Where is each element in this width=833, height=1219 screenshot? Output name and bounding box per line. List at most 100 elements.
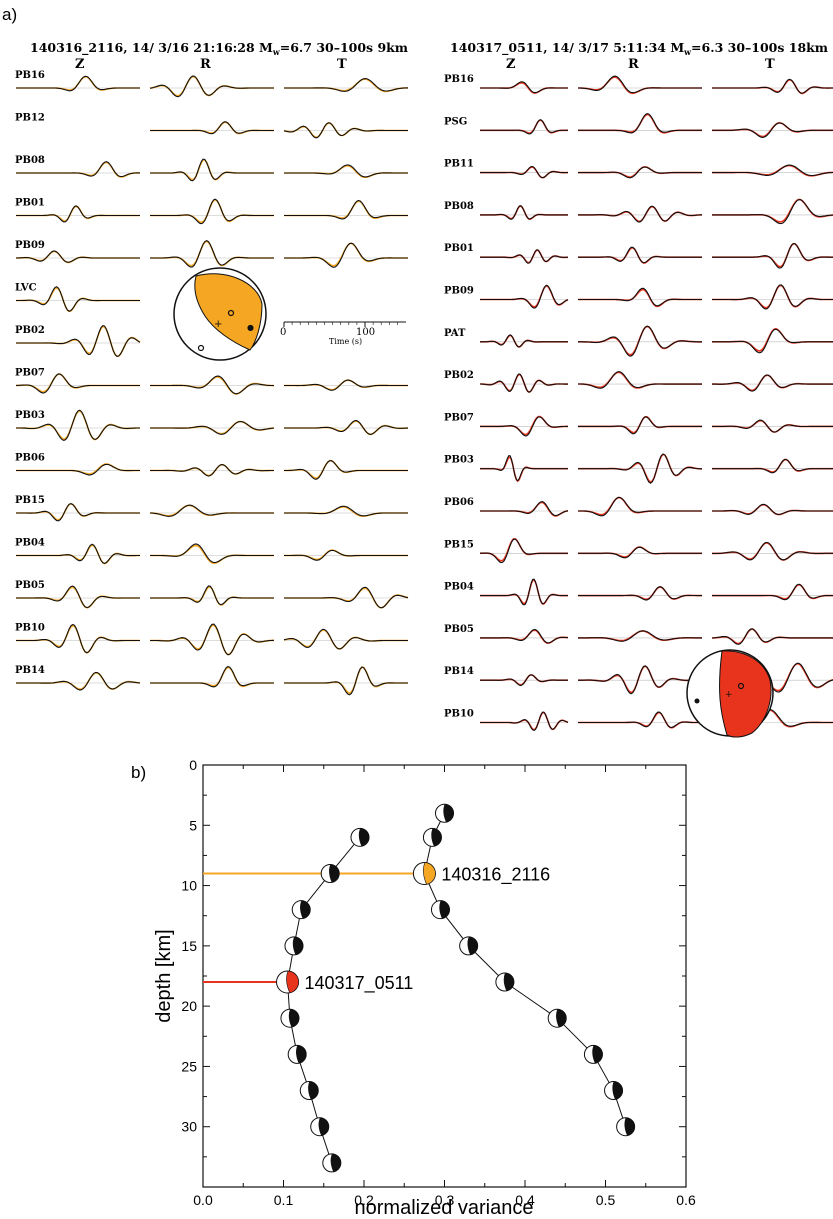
left-component-z: Z [75,57,85,72]
left-pb09-t-observed [284,242,408,268]
series-0-point-4 [276,970,300,994]
left-pb15-z-observed [16,502,140,522]
left-focal-mechanism: + ● [173,267,267,361]
right-pb09-r-synthetic [578,288,702,308]
right-pb15-r-synthetic [578,546,702,558]
right-pb15-z-synthetic [479,537,568,562]
left-pb15-r-observed [149,504,274,517]
right-waveform-grid: PB16 PSG PB11 PB08 PB01 PB09 PAT PB02 PB07 PB03 PB… [444,74,833,732]
x-tick-label: 0.4 [515,1192,535,1208]
left-station-label: PB14 [15,665,45,676]
series-1-point-6 [547,1008,567,1028]
depth-variance-chart: 0.0 0.1 0.2 0.3 0.4 0.5 0.6 0 5 10 15 20 25 30 14031… [153,757,696,1219]
left-pb01-r-observed [150,198,274,225]
right-pb16-z-observed [480,81,568,94]
left-pb05-r-observed [150,585,274,606]
left-pb16-z-observed [16,75,140,92]
right-psg-t-synthetic [712,121,833,138]
right-component-labels: Z R T [506,57,775,72]
left-component-labels: Z R T [75,57,347,72]
left-pb12-t-observed [283,122,408,139]
left-component-t: T [337,57,347,72]
right-station-label: PB01 [444,243,474,254]
right-station-label: PAT [444,328,466,339]
left-station-label: PB05 [15,580,45,591]
x-tick-label: 0.0 [193,1192,213,1208]
left-pb07-z-observed [16,373,140,394]
right-pb04-t-synthetic [712,583,833,600]
right-pb06-t-observed [712,503,833,515]
right-pb10-r-observed [578,711,702,728]
right-pb07-z-synthetic [480,415,568,436]
y-tick-label: 15 [181,938,197,954]
right-pb02-r-observed [578,371,702,389]
right-pb09-z-synthetic [480,284,569,308]
plot-frame [202,764,687,1188]
left-pb09-t-synthetic [284,242,408,267]
left-pb04-z-observed [16,543,140,564]
left-pb15-t-observed [284,505,408,517]
series-0-point-0 [350,827,370,847]
right-psg-z-observed [480,119,568,135]
series-1-point-5 [495,972,515,992]
y-tick-label: 0 [189,757,197,773]
right-pb05-t-synthetic [712,628,833,645]
right-pb11-z-observed [480,165,568,179]
left-pb15-t-synthetic [284,506,408,517]
left-pb01-z-observed [16,205,140,223]
left-pb03-t-observed [284,420,408,435]
y-axis: 0 5 10 15 20 25 30 [181,757,686,1158]
right-pb05-z-observed [480,628,569,644]
left-pb06-z-synthetic [16,463,140,475]
right-pat-t-observed [712,328,833,354]
series-0-point-3 [284,936,304,956]
series-0-point-1 [320,864,340,884]
right-focal-mechanism: + [686,649,774,738]
time-scale-label: Time (s) [329,337,362,346]
right-pb09-r-observed [578,287,702,307]
left-station-label: PB01 [15,198,45,209]
right-pb08-z-synthetic [480,205,568,221]
right-pb03-r-observed [578,453,702,484]
left-station-label: PB15 [15,495,45,506]
right-psg-r-observed [578,113,702,134]
right-pb08-z-observed [480,204,568,220]
right-pb05-z-synthetic [480,629,569,645]
series-0-point-2 [291,900,311,920]
left-pb14-t-observed [284,666,408,696]
left-pb04-t-observed [284,549,408,561]
x-tick-label: 0.1 [274,1192,294,1208]
panel-b-label: b) [131,763,146,782]
right-pb04-t-observed [712,583,833,601]
left-pb10-t-synthetic [283,629,408,650]
left-pb12-r-synthetic [150,121,274,135]
left-pb06-z-observed [16,463,140,476]
right-pb16-r-observed [578,75,702,94]
left-pb07-r-observed [150,375,275,395]
right-component-z: Z [506,57,516,72]
left-pb14-r-observed [150,665,274,688]
right-pb01-t-synthetic [712,242,833,268]
series-1-point-1 [422,827,442,847]
right-pb01-t-observed [712,242,833,269]
right-pb15-z-observed [480,538,568,564]
right-pb11-r-synthetic [578,166,702,178]
left-pb16-t-synthetic [284,78,408,93]
left-pb08-z-observed [16,161,140,178]
right-pb02-t-synthetic [712,374,833,392]
series-1-point-7 [583,1044,603,1064]
y-tick-label: 20 [181,998,197,1014]
right-pb14-r-synthetic [578,665,702,694]
right-pat-r-observed [578,325,702,357]
right-pb10-r-synthetic [578,711,702,729]
right-pb04-z-observed [480,578,568,606]
left-pb16-r-observed [149,75,274,98]
right-station-label: PB02 [444,370,474,381]
left-station-label: PB02 [15,325,45,336]
right-station-label: PB14 [444,666,474,677]
left-pb08-t-synthetic [284,164,408,179]
left-pb06-r-observed [150,464,274,477]
y-tick-label: 30 [181,1119,197,1135]
right-pb11-t-observed [712,164,833,177]
right-pb15-t-synthetic [712,542,833,561]
